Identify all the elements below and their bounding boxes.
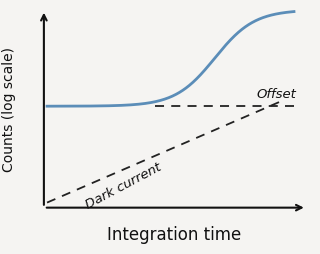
Text: Counts (log scale): Counts (log scale) bbox=[2, 47, 16, 171]
Text: Dark current: Dark current bbox=[83, 160, 163, 211]
Text: Offset: Offset bbox=[256, 88, 296, 101]
Text: Integration time: Integration time bbox=[107, 225, 241, 243]
